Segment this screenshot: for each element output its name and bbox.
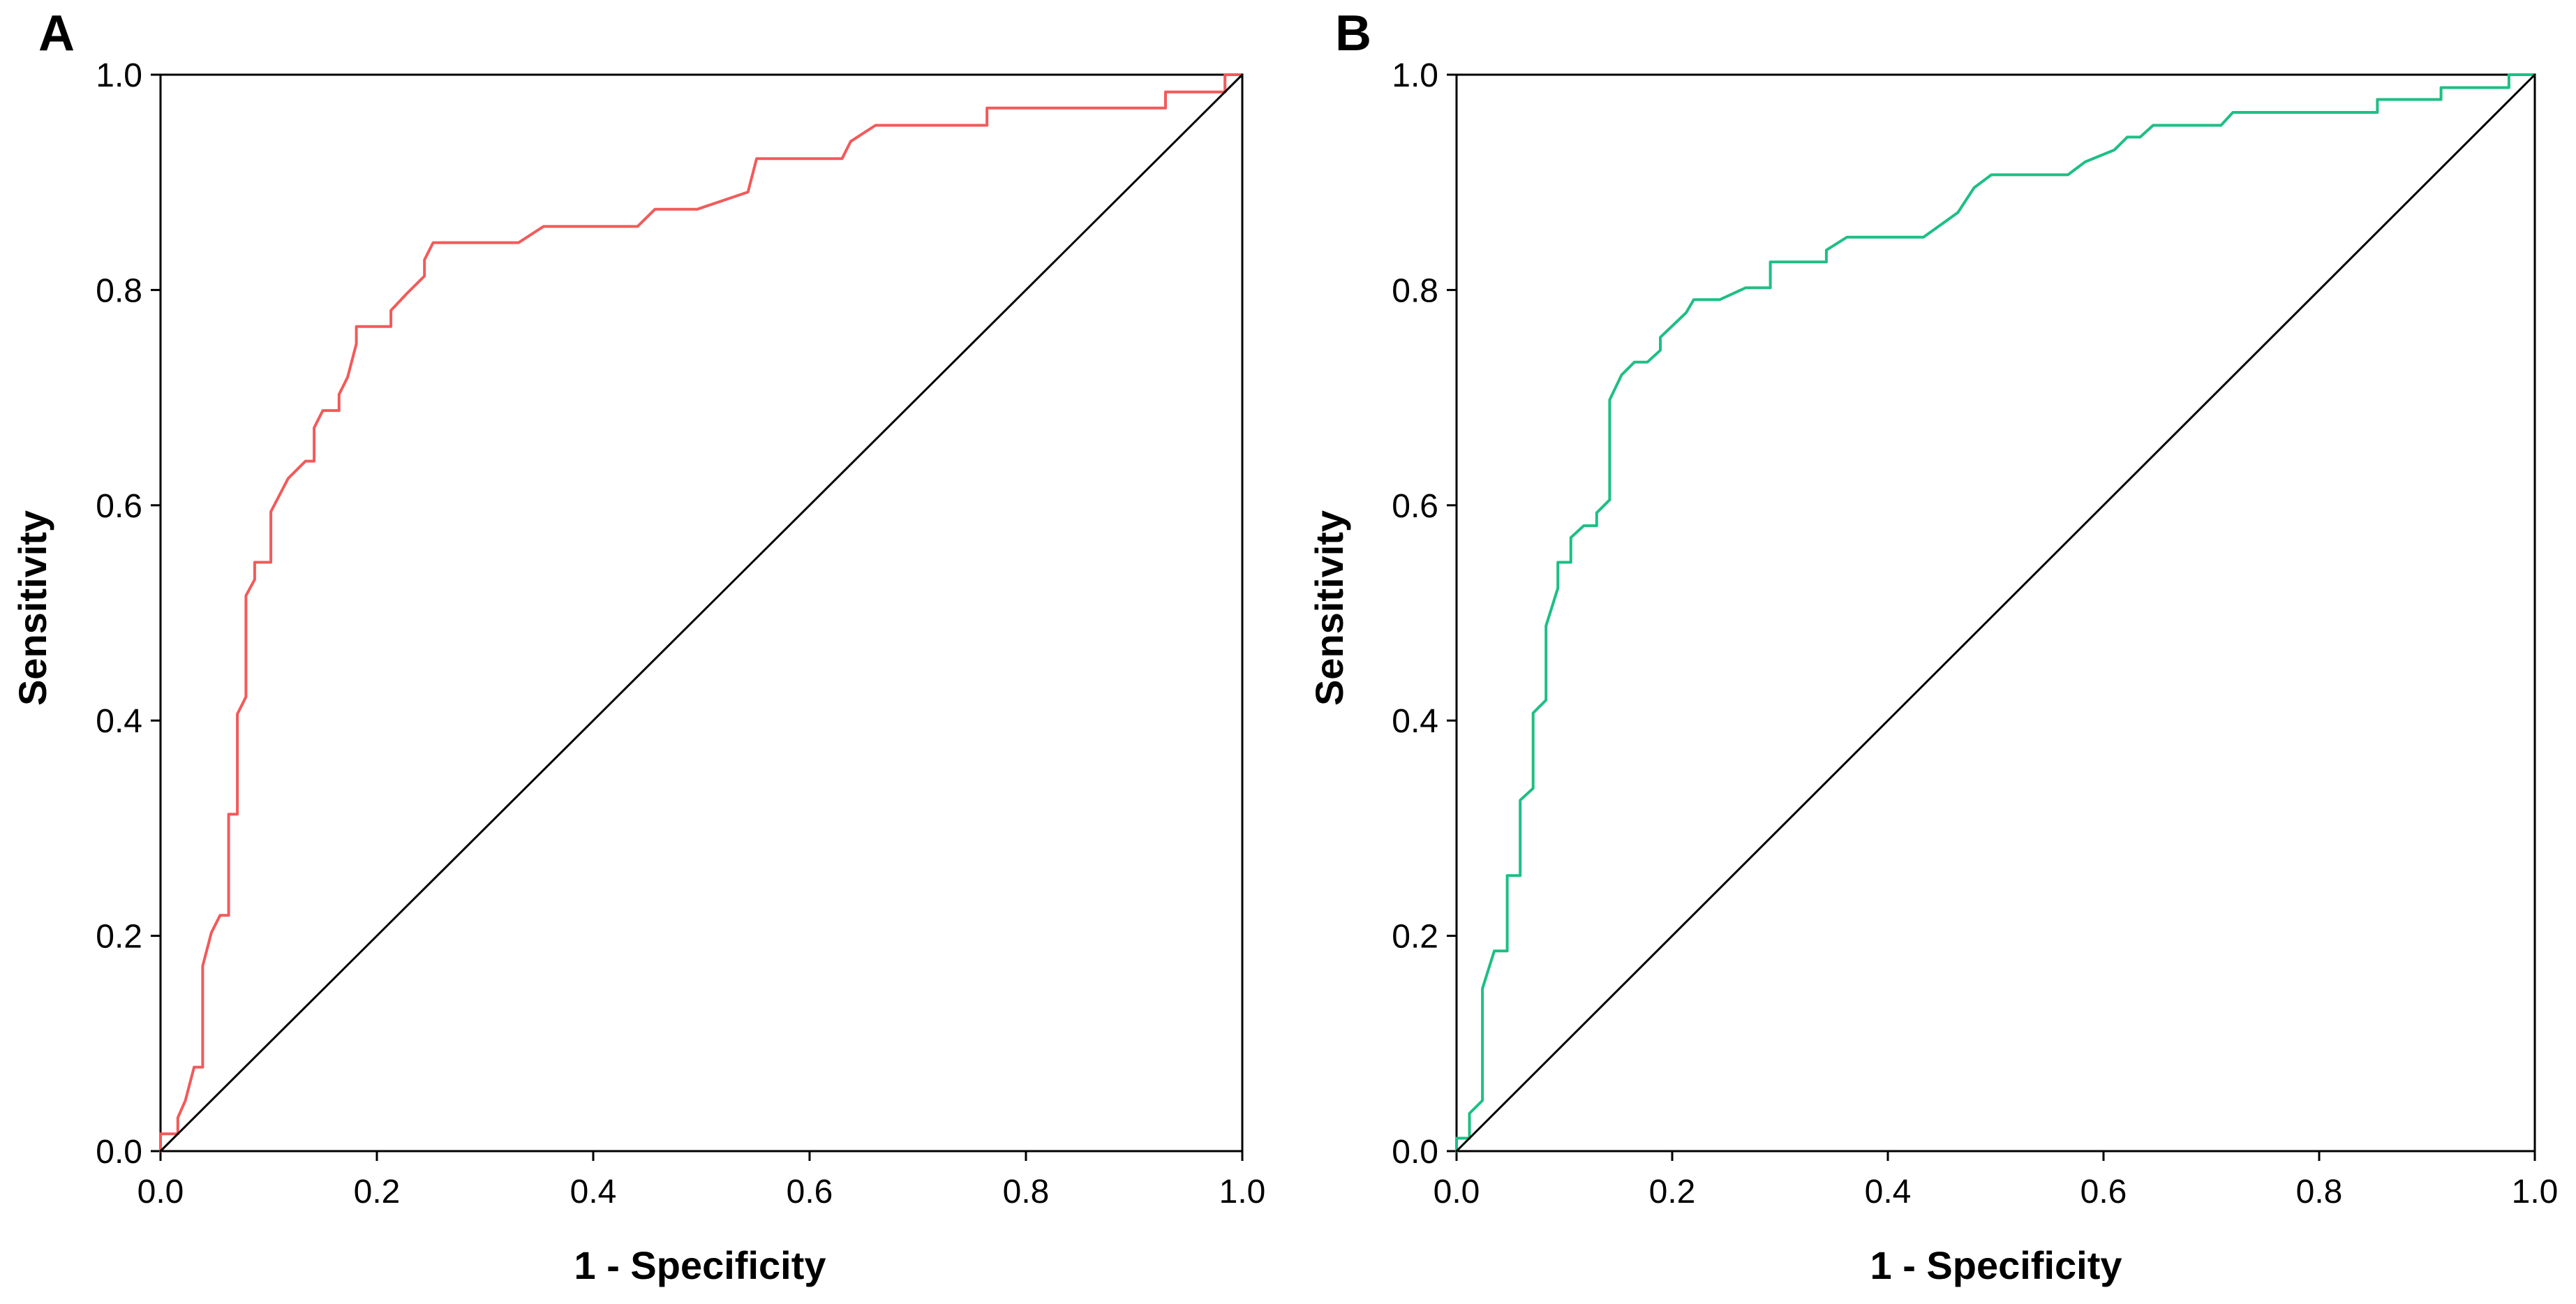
panel-b-roc-curve	[1455, 73, 2536, 1153]
panel-a-y-tick-label: 0.8	[96, 272, 142, 309]
panel-a-x-tick-label: 0.2	[354, 1173, 401, 1210]
panel-b-y-tick-label: 0.8	[1392, 272, 1438, 309]
panel-a-y-axis-title: Sensitivity	[10, 510, 54, 706]
panel-a-x-tick-label: 0.4	[570, 1173, 617, 1210]
panel-a-x-tick-label: 0.0	[137, 1173, 184, 1210]
panel-b-y-tick-label: 0.2	[1392, 919, 1438, 956]
panel-b-label: B	[1335, 6, 1371, 61]
panel-b-y-tick-label: 0.6	[1392, 488, 1438, 525]
panel-b-x-tick-label: 0.8	[2296, 1173, 2343, 1210]
panel-b-x-tick-label: 0.4	[1865, 1173, 1912, 1210]
panel-a-roc-curve	[159, 73, 1244, 1153]
panel-b-y-axis-title: Sensitivity	[1307, 510, 1351, 706]
panel-a-y-tick-label: 0.2	[96, 919, 142, 956]
panel-b-reference-line	[1455, 73, 2536, 1153]
panel-a-y-tick-label: 0.4	[96, 703, 142, 740]
panel-a-y-tick-label: 1.0	[96, 57, 142, 94]
panel-a-x-axis-title: 1 - Specificity	[574, 1243, 826, 1287]
panel-a-reference-line	[159, 73, 1244, 1153]
panel-b-y-tick-label: 0.0	[1392, 1134, 1438, 1171]
panel-b-y-tick-label: 1.0	[1392, 57, 1438, 94]
panel-a-plot-area: 0.0 0.2 0.4 0.6 0.8 1.0 0.0 0.2 0.4 0.6 0.8 1.0	[96, 57, 1265, 1210]
panel-b-x-tick-label: 0.0	[1434, 1173, 1480, 1210]
panel-b-plot-frame	[1455, 73, 2536, 1153]
panel-b: B 0.0 0.2 0.4 0.6 0.8 1.0 0.0 0.2 0.4 0.6 0.8 1.0 1…	[1307, 6, 2558, 1287]
panel-a-plot-frame	[159, 73, 1244, 1153]
panel-b-plot-area: 0.0 0.2 0.4 0.6 0.8 1.0 0.0 0.2 0.4 0.6 0.8 1.0	[1392, 57, 2558, 1210]
panel-a-x-tick-label: 1.0	[1219, 1173, 1266, 1210]
panel-a-y-tick-label: 0.0	[96, 1134, 142, 1171]
panel-b-x-tick-label: 0.6	[2080, 1173, 2127, 1210]
panel-a-y-tick-label: 0.6	[96, 488, 142, 525]
panel-a-x-tick-label: 0.8	[1003, 1173, 1050, 1210]
panel-a: A 0.0 0.2 0.4 0.6 0.8 1.0 0.0 0.2 0.4 0.6 0.8 1.0 1…	[10, 6, 1265, 1287]
panel-b-x-tick-label: 0.2	[1649, 1173, 1696, 1210]
panel-b-y-tick-label: 0.4	[1392, 703, 1438, 740]
panel-a-x-tick-label: 0.6	[787, 1173, 833, 1210]
panel-a-label: A	[38, 6, 75, 61]
panel-b-x-tick-label: 1.0	[2512, 1173, 2559, 1210]
panel-b-x-axis-title: 1 - Specificity	[1870, 1243, 2122, 1287]
